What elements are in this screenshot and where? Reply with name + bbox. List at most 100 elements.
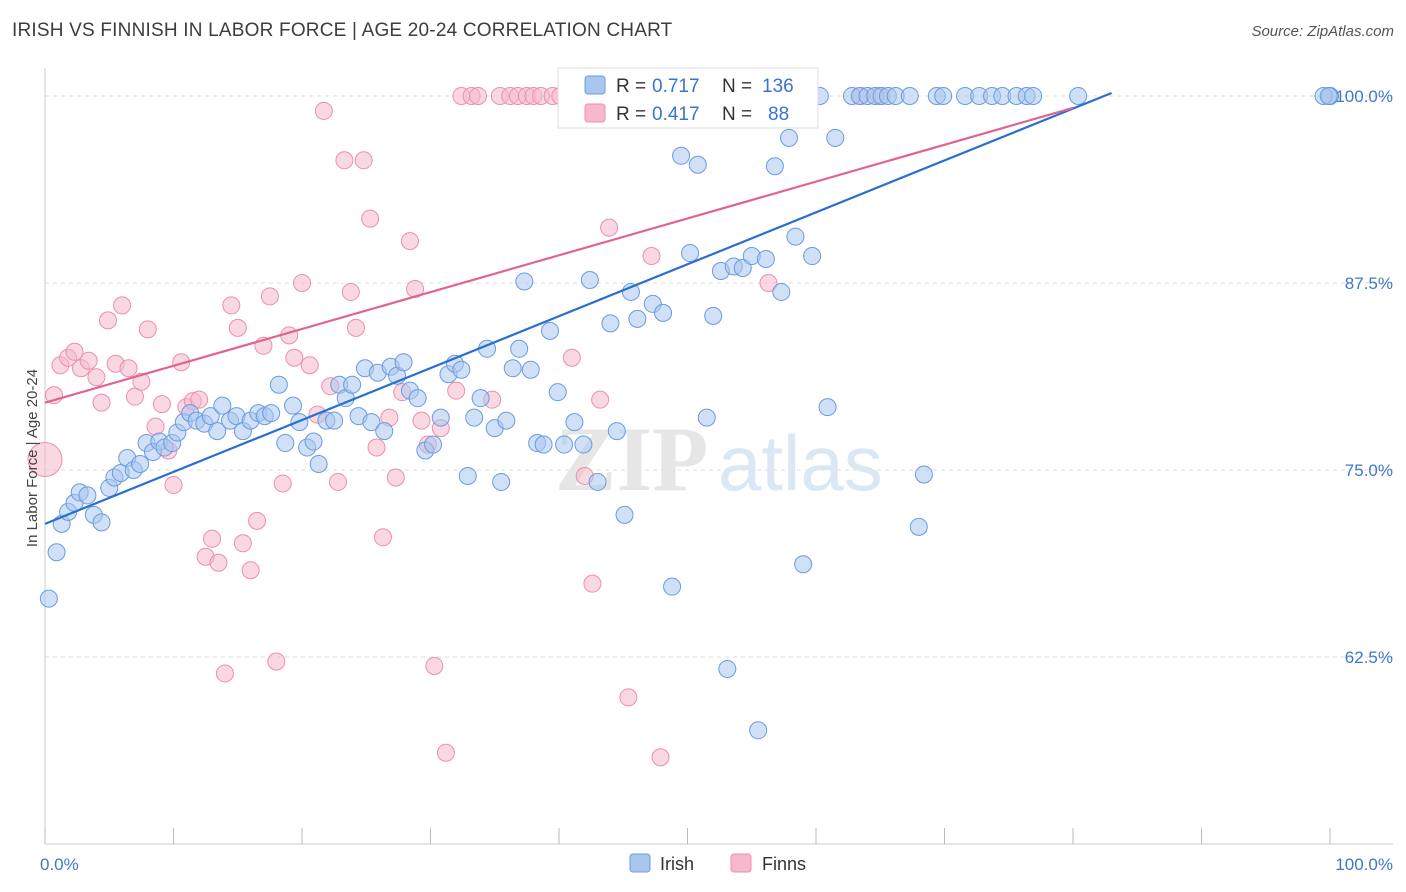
irish-point-56 [408,389,427,408]
finns-point-51 [373,528,392,547]
irish-point-76 [541,321,560,340]
irish-point-34 [262,404,281,423]
irish-point-119 [900,86,919,105]
finns-point-53 [386,468,405,487]
finns-point-44 [328,472,347,491]
irish-point-49 [362,413,381,432]
finns-point-55 [400,232,419,251]
finns-point-80 [619,688,638,707]
irish-point-51 [375,422,394,441]
irish-point-71 [510,339,529,358]
irish-point-111 [826,128,845,147]
finns-point-78 [591,390,610,409]
finns-point-13 [125,387,144,406]
irish-point-84 [607,422,626,441]
irish-point-110 [818,398,837,417]
irish-point-95 [704,306,723,325]
finns-point-16 [146,417,165,436]
irish-point-46 [343,375,362,394]
y-tick-label-2: 87.5% [1345,274,1393,293]
irish-point-77 [548,383,567,402]
irish-point-0 [39,589,58,608]
irish-point-104 [772,282,791,301]
irish-point-43 [325,411,344,430]
x-tick-label-0: 0.0% [40,855,79,874]
finns-point-84 [759,273,778,292]
irish-point-87 [628,309,647,328]
irish-point-59 [431,408,450,427]
irish-point-1 [47,543,66,562]
irish-point-108 [803,247,822,266]
irish-point-105 [780,128,799,147]
stats-box: R = 0.717 N = 136 R = 0.417 N = 88 [557,67,819,129]
legend: Irish Finns [629,853,806,874]
finns-point-17 [152,395,171,414]
irish-point-120 [909,517,928,536]
irish-point-102 [756,250,775,269]
finns-point-50 [367,438,386,457]
finns-point-35 [267,652,286,671]
irish-point-75 [534,435,553,454]
finns-point-79 [600,218,619,237]
finns-point-47 [346,318,365,337]
finns-point-6 [79,351,98,370]
irish-point-78 [555,435,574,454]
irish-point-27 [213,396,232,415]
irish-point-68 [492,472,511,491]
legend-finns-label: Finns [762,854,806,874]
y-tick-label-3: 100.0% [1335,87,1393,106]
irish-point-80 [574,435,593,454]
finns-point-31 [241,561,260,580]
irish-point-41 [309,454,328,473]
irish-point-26 [208,422,227,441]
finns-point-77 [583,574,602,593]
stats-irish-r-value: 0.717 [652,76,700,97]
irish-point-82 [588,472,607,491]
irish-point-81 [580,270,599,289]
finns-point-38 [285,348,304,367]
stats-irish-n-label: N = [722,76,752,97]
irish-point-65 [471,389,490,408]
irish-point-25 [201,407,220,426]
irish-point-107 [794,555,813,574]
irish-point-123 [934,86,953,105]
irish-point-93 [688,155,707,174]
irish-point-83 [601,314,620,333]
finns-point-23 [190,390,209,409]
watermark-atlas: atlas [718,419,883,507]
finns-point-15 [138,320,157,339]
irish-point-99 [733,259,752,278]
chart-title: IRISH VS FINNISH IN LABOR FORCE | AGE 20… [12,20,673,41]
irish-point-69 [497,411,516,430]
irish-point-8 [92,513,111,532]
irish-point-64 [465,408,484,427]
irish-point-14 [131,454,150,473]
irish-point-79 [565,413,584,432]
finns-point-9 [98,311,117,330]
stats-irish-swatch [584,75,606,95]
irish-point-6 [78,486,97,505]
irish-point-40 [304,432,323,451]
irish-point-135 [1319,86,1338,105]
finns-point-34 [260,287,279,306]
finns-point-75 [562,348,581,367]
irish-point-101 [749,721,768,740]
irish-point-89 [654,303,673,322]
finns-point-62 [447,381,466,400]
irish-point-36 [276,434,295,453]
stats-finns-n-label: N = [722,104,752,125]
irish-point-37 [284,396,303,415]
finns-point-19 [164,475,183,494]
finns-point-49 [361,209,380,228]
trend-lines [44,91,1112,525]
finns-point-48 [354,151,373,170]
finns-point-59 [425,656,444,675]
finns-point-7 [87,368,106,387]
finns-point-29 [228,318,247,337]
source-credit: Source: ZipAtlas.com [1251,23,1394,40]
finns-point-32 [248,511,267,530]
stats-finns-r-label: R = [616,104,646,125]
irish-point-92 [681,244,700,263]
finns-point-4 [65,342,84,361]
